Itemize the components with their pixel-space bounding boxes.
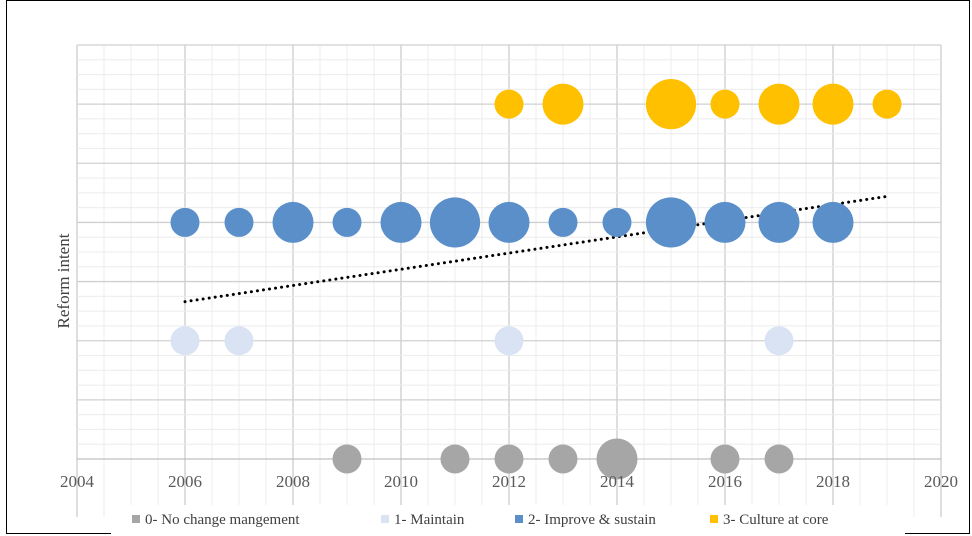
x-tick-label: 2008 xyxy=(276,472,310,491)
bubble xyxy=(224,207,254,237)
bubble xyxy=(710,444,740,474)
bubble xyxy=(494,89,524,119)
legend-box xyxy=(111,505,905,535)
legend-swatch xyxy=(381,515,389,523)
x-tick-label: 2004 xyxy=(60,472,95,491)
x-tick-label: 2014 xyxy=(600,472,635,491)
bubble xyxy=(764,444,794,474)
chart-frame: 2004 2006 2008 2010 2012 2014 2016 2018 2020 Ref… xyxy=(6,0,970,535)
bubbles xyxy=(170,79,902,480)
bubble xyxy=(548,207,578,237)
bubble xyxy=(596,438,638,480)
legend-label: 0- No change mangement xyxy=(145,512,300,528)
bubble xyxy=(488,201,530,243)
x-axis-ticks: 2004 2006 2008 2010 2012 2014 2016 2018 2020 xyxy=(60,472,958,491)
x-tick-label: 2016 xyxy=(708,472,742,491)
bubble xyxy=(812,201,854,243)
bubble xyxy=(272,201,314,243)
bubble xyxy=(440,444,470,474)
x-tick-label: 2006 xyxy=(168,472,202,491)
bubble xyxy=(170,207,200,237)
y-axis-label: Reform intent xyxy=(54,233,73,328)
bubble xyxy=(758,83,800,125)
legend-swatch xyxy=(515,515,523,523)
legend-label: 1- Maintain xyxy=(394,512,465,528)
bubble xyxy=(704,201,746,243)
bubble xyxy=(872,89,902,119)
bubble xyxy=(645,79,697,130)
bubble xyxy=(710,89,740,119)
bubble xyxy=(224,326,254,356)
bubble xyxy=(602,207,632,237)
bubble xyxy=(332,207,362,237)
bubble xyxy=(645,197,697,248)
bubble xyxy=(380,201,422,243)
bubble xyxy=(812,83,854,125)
bubble-chart: 2004 2006 2008 2010 2012 2014 2016 2018 2020 Ref… xyxy=(54,44,958,535)
bubble xyxy=(170,326,200,356)
legend-swatch xyxy=(710,515,718,523)
bubble xyxy=(494,444,524,474)
legend: 0- No change mangement 1- Maintain 2- Impr… xyxy=(132,512,829,528)
bubble xyxy=(494,326,524,356)
x-tick-label: 2020 xyxy=(924,472,958,491)
bubble xyxy=(758,201,800,243)
bubble xyxy=(429,197,481,248)
bubble xyxy=(542,83,584,125)
x-tick-label: 2010 xyxy=(384,472,418,491)
bubble xyxy=(548,444,578,474)
bubble xyxy=(332,444,362,474)
bubble xyxy=(764,326,794,356)
legend-swatch xyxy=(132,515,140,523)
x-tick-label: 2012 xyxy=(492,472,526,491)
legend-label: 2- Improve & sustain xyxy=(528,512,656,528)
legend-label: 3- Culture at core xyxy=(723,512,829,528)
x-tick-label: 2018 xyxy=(816,472,850,491)
